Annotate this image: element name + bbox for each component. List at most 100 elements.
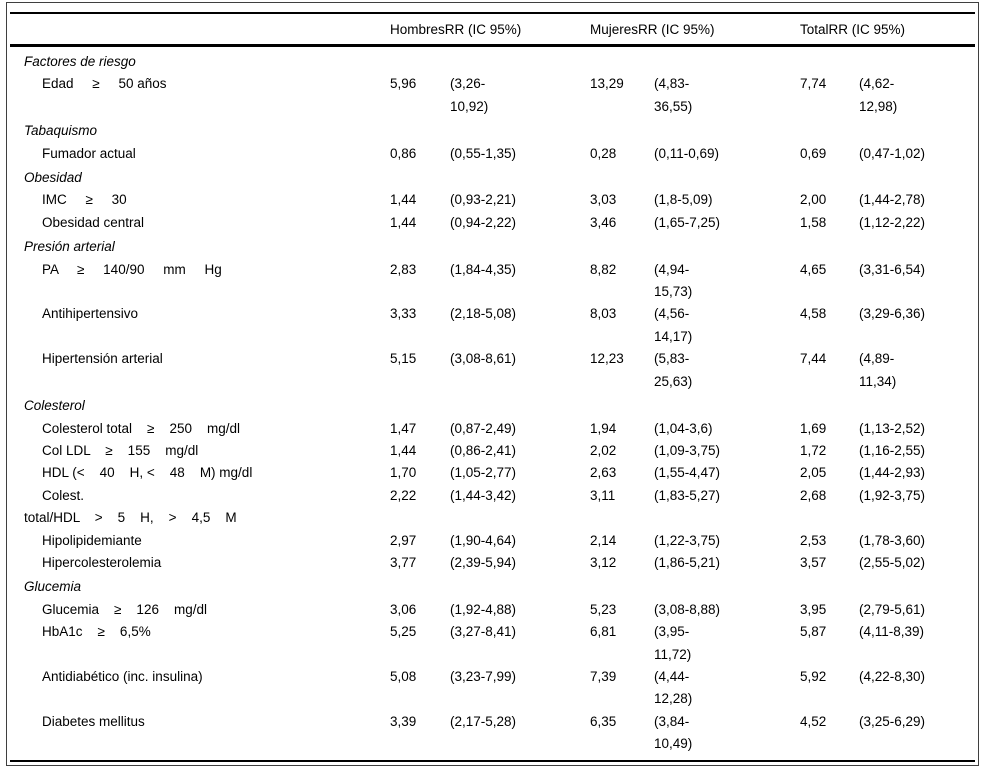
table-row: HbA1c ≥ 6,5% 5,25 (3,27-8,41) 6,81 (3,95… bbox=[10, 621, 975, 666]
total-rr-value: 0,69 bbox=[800, 145, 827, 161]
mujeres-rr-value: 3,11 bbox=[590, 487, 616, 503]
row-label: Antidiabético (inc. insulina) bbox=[42, 668, 203, 684]
total-ci-value: (1,12-2,22) bbox=[859, 214, 926, 230]
section-label: Glucemia bbox=[24, 579, 82, 595]
table-row: Edad ≥ 50 años 5,96 (3,26- 10,92) 13,29 … bbox=[10, 73, 975, 118]
row-label: PA ≥ 140/90 mm Hg bbox=[42, 261, 222, 277]
section-row: Presión arterial bbox=[10, 236, 975, 258]
mujeres-rr-value: 1,94 bbox=[590, 420, 617, 436]
table-row: Col LDL ≥ 155 mg/dl 1,44 (0,86-2,41) 2,0… bbox=[10, 440, 975, 462]
hombres-ci-value: (2,17-5,28) bbox=[450, 713, 517, 729]
row-label: Edad ≥ 50 años bbox=[42, 76, 167, 92]
total-ci-value: (1,44-2,93) bbox=[859, 465, 926, 481]
section-label: Factores de riesgo bbox=[24, 54, 136, 69]
hombres-rr-value: 5,08 bbox=[390, 668, 417, 684]
mujeres-ci-value: (3,08-8,88) bbox=[654, 601, 721, 617]
mujeres-rr-value: 2,63 bbox=[590, 465, 617, 481]
total-rr-value: 5,92 bbox=[800, 668, 827, 684]
hombres-rr-value: 2,22 bbox=[390, 487, 417, 503]
mujeres-rr-value: 6,35 bbox=[590, 713, 617, 729]
mujeres-ci-value: (4,94- 15,73) bbox=[654, 261, 693, 300]
section-label: Presión arterial bbox=[24, 239, 115, 255]
table-row: Antihipertensivo 3,33 (2,18-5,08) 8,03 (… bbox=[10, 303, 975, 348]
hombres-rr-value: 5,96 bbox=[390, 76, 417, 92]
hombres-ci-value: (3,23-7,99) bbox=[450, 668, 517, 684]
section-label: Tabaquismo bbox=[24, 123, 98, 139]
hombres-rr-value: 1,47 bbox=[390, 420, 417, 436]
total-ci-value: (3,25-6,29) bbox=[859, 713, 926, 729]
total-rr-value: 3,95 bbox=[800, 601, 827, 617]
row-label: Diabetes mellitus bbox=[42, 713, 145, 729]
hombres-rr-value: 1,44 bbox=[390, 192, 417, 208]
hombres-ci-value: (0,94-2,22) bbox=[450, 214, 517, 230]
mujeres-rr-value: 0,28 bbox=[590, 145, 617, 161]
row-label: Colesterol total ≥ 250 mg/dl bbox=[42, 420, 240, 436]
hombres-ci-value: (1,92-4,88) bbox=[450, 601, 517, 617]
hombres-ci-value: (0,86-2,41) bbox=[450, 442, 517, 458]
mujeres-ci-value: (1,8-5,09) bbox=[654, 192, 713, 208]
total-rr-value: 1,58 bbox=[800, 214, 827, 230]
section-label: Obesidad bbox=[24, 170, 82, 186]
total-ci-value: (4,22-8,30) bbox=[859, 668, 926, 684]
mujeres-rr-value: 5,23 bbox=[590, 601, 617, 617]
table-row: Hipolipidemiante 2,97 (1,90-4,64) 2,14 (… bbox=[10, 530, 975, 552]
total-ci-value: (0,47-1,02) bbox=[859, 145, 926, 161]
hombres-rr-value: 3,39 bbox=[390, 713, 417, 729]
mujeres-ci-value: (1,04-3,6) bbox=[654, 420, 713, 436]
table-bottom-rule bbox=[10, 759, 975, 762]
row-label: Colest. total/HDL > 5 H, > 4,5 M bbox=[24, 487, 237, 526]
hombres-ci-value: (0,87-2,49) bbox=[450, 420, 517, 436]
row-label: Fumador actual bbox=[42, 145, 136, 161]
total-ci-value: (4,89- 11,34) bbox=[859, 351, 897, 389]
mujeres-ci-value: (1,09-3,75) bbox=[654, 442, 721, 458]
total-rr-value: 3,57 bbox=[800, 554, 827, 570]
total-ci-value: (1,16-2,55) bbox=[859, 442, 926, 458]
total-ci-value: (2,79-5,61) bbox=[859, 601, 926, 617]
total-ci-value: (1,92-3,75) bbox=[859, 487, 926, 503]
total-rr-value: 2,53 bbox=[800, 532, 827, 548]
hombres-ci-value: (3,27-8,41) bbox=[450, 624, 517, 640]
section-row: Factores de riesgo bbox=[10, 51, 975, 73]
table-row: PA ≥ 140/90 mm Hg 2,83 (1,84-4,35) 8,82 … bbox=[10, 259, 975, 304]
hombres-rr-value: 1,44 bbox=[390, 442, 417, 458]
hombres-rr-value: 2,97 bbox=[390, 532, 417, 548]
mujeres-ci-value: (4,44- 12,28) bbox=[654, 668, 693, 707]
mujeres-ci-value: (3,95- 11,72) bbox=[654, 624, 692, 662]
total-ci-value: (1,13-2,52) bbox=[859, 420, 926, 436]
mujeres-rr-value: 2,02 bbox=[590, 442, 617, 458]
hombres-rr-value: 3,06 bbox=[390, 601, 417, 617]
column-header-hombres: HombresRR (IC 95%) bbox=[390, 21, 522, 37]
total-ci-value: (1,78-3,60) bbox=[859, 532, 926, 548]
hombres-ci-value: (1,44-3,42) bbox=[450, 487, 517, 503]
hombres-rr-value: 5,25 bbox=[390, 624, 417, 640]
table-top-rule bbox=[10, 12, 975, 14]
mujeres-ci-value: (1,22-3,75) bbox=[654, 532, 721, 548]
table-row: Colest. total/HDL > 5 H, > 4,5 M 2,22 (1… bbox=[10, 485, 975, 530]
hombres-ci-value: (1,90-4,64) bbox=[450, 532, 517, 548]
total-rr-value: 5,87 bbox=[800, 624, 827, 640]
table-row: Obesidad central 1,44 (0,94-2,22) 3,46 (… bbox=[10, 212, 975, 234]
hombres-ci-value: (0,55-1,35) bbox=[450, 145, 517, 161]
section-row: Colesterol bbox=[10, 395, 975, 417]
mujeres-ci-value: (3,84- 10,49) bbox=[654, 713, 693, 752]
section-row: Tabaquismo bbox=[10, 120, 975, 142]
hombres-ci-value: (2,18-5,08) bbox=[450, 306, 517, 322]
table-row: Hipercolesterolemia 3,77 (2,39-5,94) 3,1… bbox=[10, 552, 975, 574]
mujeres-rr-value: 12,23 bbox=[590, 351, 624, 367]
total-rr-value: 4,58 bbox=[800, 306, 827, 322]
hombres-ci-value: (1,05-2,77) bbox=[450, 465, 517, 481]
row-label: Hipercolesterolemia bbox=[42, 554, 162, 570]
hombres-ci-value: (1,84-4,35) bbox=[450, 261, 517, 277]
total-ci-value: (1,44-2,78) bbox=[859, 192, 926, 208]
total-rr-value: 2,00 bbox=[800, 192, 827, 208]
total-rr-value: 1,69 bbox=[800, 420, 827, 436]
hombres-ci-value: (3,26- 10,92) bbox=[450, 76, 489, 114]
hombres-rr-value: 1,44 bbox=[390, 214, 417, 230]
column-header-mujeres: MujeresRR (IC 95%) bbox=[590, 21, 715, 37]
mujeres-ci-value: (5,83- 25,63) bbox=[654, 351, 693, 389]
total-rr-value: 7,44 bbox=[800, 351, 827, 367]
row-label: Antihipertensivo bbox=[42, 306, 139, 322]
table-row: Fumador actual 0,86 (0,55-1,35) 0,28 (0,… bbox=[10, 143, 975, 165]
total-rr-value: 2,68 bbox=[800, 487, 827, 503]
section-row: Obesidad bbox=[10, 167, 975, 189]
